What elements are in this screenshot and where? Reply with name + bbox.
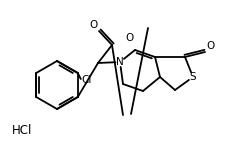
Text: HCl: HCl [12,125,32,138]
Text: S: S [190,72,196,82]
Text: Cl: Cl [82,75,92,85]
Text: O: O [125,33,133,43]
Text: O: O [90,20,98,30]
Text: O: O [206,41,214,51]
Text: N: N [116,57,124,67]
